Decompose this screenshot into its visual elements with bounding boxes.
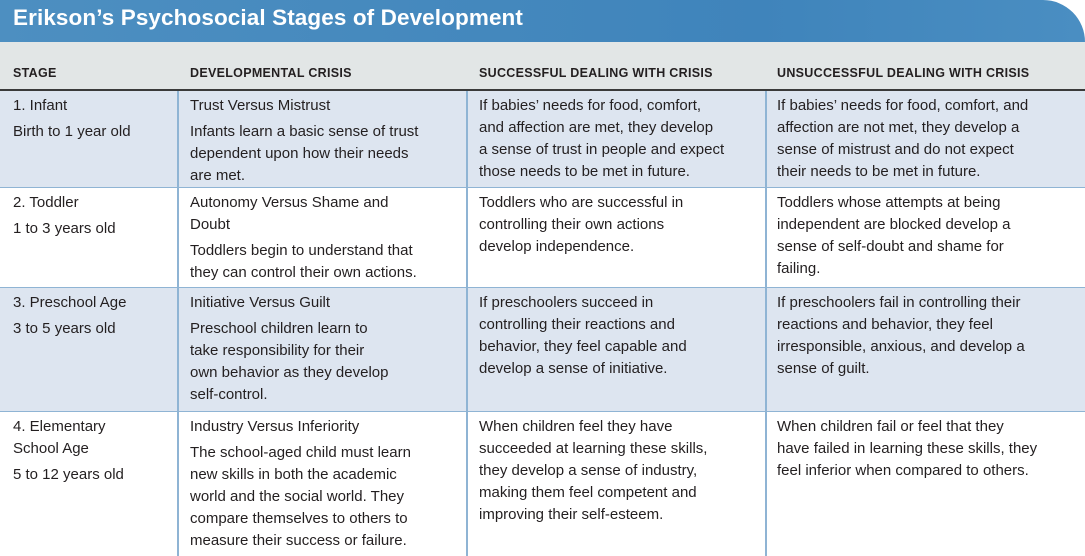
- failure-line: irresponsible, anxious, and develop a: [777, 338, 1025, 355]
- success-line: a sense of trust in people and expect: [479, 141, 725, 158]
- crisis-desc-line: measure their success or failure.: [190, 532, 407, 549]
- failure-cell: If babies’ needs for food, comfort, and …: [777, 95, 1028, 183]
- failure-cell: If preschoolers fail in controlling thei…: [777, 292, 1025, 380]
- crisis-desc-line: they can control their own actions.: [190, 264, 417, 281]
- stage-age: 5 to 12 years old: [13, 466, 124, 483]
- column-divider: [177, 91, 179, 556]
- table-row: 4. Elementary School Age 5 to 12 years o…: [0, 412, 1085, 556]
- failure-line: sense of mistrust and do not expect: [777, 141, 1014, 158]
- crisis-desc-line: Preschool children learn to: [190, 320, 368, 337]
- failure-line: failing.: [777, 260, 821, 277]
- crisis-name: Doubt: [190, 216, 231, 233]
- title-bar: Erikson’s Psychosocial Stages of Develop…: [0, 0, 1085, 42]
- stage-name: 4. Elementary: [13, 418, 106, 435]
- crisis-desc-line: new skills in both the academic: [190, 466, 397, 483]
- failure-line: independent are blocked develop a: [777, 216, 1011, 233]
- column-divider: [466, 91, 468, 556]
- success-line: improving their self-esteem.: [479, 506, 664, 523]
- success-line: and affection are met, they develop: [479, 119, 714, 136]
- crisis-desc-line: Infants learn a basic sense of trust: [190, 123, 419, 140]
- crisis-desc-line: world and the social world. They: [190, 488, 404, 505]
- failure-line: reactions and behavior, they feel: [777, 316, 993, 333]
- failure-line: feel inferior when compared to others.: [777, 462, 1029, 479]
- header-unsuccessful-dealing: UNSUCCESSFUL DEALING WITH CRISIS: [777, 66, 1030, 80]
- failure-cell: Toddlers whose attempts at being indepen…: [777, 192, 1011, 280]
- stage-age: Birth to 1 year old: [13, 123, 131, 140]
- crisis-desc-line: self-control.: [190, 386, 268, 403]
- crisis-desc-line: Toddlers begin to understand that: [190, 242, 413, 259]
- crisis-desc-line: compare themselves to others to: [190, 510, 408, 527]
- table-row: 1. Infant Birth to 1 year old Trust Vers…: [0, 91, 1085, 188]
- success-cell: Toddlers who are successful in controlli…: [479, 192, 683, 258]
- failure-line: When children fail or feel that they: [777, 418, 1004, 435]
- column-divider: [765, 91, 767, 556]
- table-title: Erikson’s Psychosocial Stages of Develop…: [13, 5, 523, 30]
- crisis-cell: Industry Versus Inferiority The school-a…: [190, 416, 411, 552]
- failure-line: If preschoolers fail in controlling thei…: [777, 294, 1021, 311]
- stage-cell: 2. Toddler 1 to 3 years old: [13, 192, 116, 240]
- success-line: controlling their own actions: [479, 216, 665, 233]
- crisis-desc-line: The school-aged child must learn: [190, 444, 411, 461]
- success-line: develop a sense of initiative.: [479, 360, 668, 377]
- success-line: behavior, they feel capable and: [479, 338, 687, 355]
- stage-name: 3. Preschool Age: [13, 294, 127, 311]
- failure-line: their needs to be met in future.: [777, 163, 981, 180]
- failure-line: sense of self-doubt and shame for: [777, 238, 1004, 255]
- failure-line: affection are not met, they develop a: [777, 119, 1020, 136]
- stage-name: School Age: [13, 440, 89, 457]
- success-line: controlling their reactions and: [479, 316, 675, 333]
- stage-name: 2. Toddler: [13, 194, 79, 211]
- stage-cell: 1. Infant Birth to 1 year old: [13, 95, 131, 143]
- success-line: making them feel competent and: [479, 484, 697, 501]
- success-line: succeeded at learning these skills,: [479, 440, 708, 457]
- success-line: When children feel they have: [479, 418, 673, 435]
- crisis-desc-line: dependent upon how their needs: [190, 145, 409, 162]
- crisis-cell: Autonomy Versus Shame and Doubt Toddlers…: [190, 192, 417, 284]
- crisis-desc-line: take responsibility for their: [190, 342, 365, 359]
- stage-age: 1 to 3 years old: [13, 220, 116, 237]
- crisis-cell: Initiative Versus Guilt Preschool childr…: [190, 292, 388, 406]
- table-header-row: STAGE DEVELOPMENTAL CRISIS SUCCESSFUL DE…: [0, 42, 1085, 89]
- crisis-name: Industry Versus Inferiority: [190, 418, 360, 435]
- failure-line: If babies’ needs for food, comfort, and: [777, 97, 1029, 114]
- stage-name: 1. Infant: [13, 97, 68, 114]
- table-row: 2. Toddler 1 to 3 years old Autonomy Ver…: [0, 188, 1085, 288]
- failure-line: sense of guilt.: [777, 360, 870, 377]
- success-cell: If babies’ needs for food, comfort, and …: [479, 95, 724, 183]
- stage-cell: 3. Preschool Age 3 to 5 years old: [13, 292, 126, 340]
- success-line: If preschoolers succeed in: [479, 294, 654, 311]
- success-line: If babies’ needs for food, comfort,: [479, 97, 702, 114]
- header-stage: STAGE: [13, 66, 57, 80]
- table-row: 3. Preschool Age 3 to 5 years old Initia…: [0, 288, 1085, 412]
- stage-cell: 4. Elementary School Age 5 to 12 years o…: [13, 416, 124, 486]
- header-developmental-crisis: DEVELOPMENTAL CRISIS: [190, 66, 352, 80]
- header-successful-dealing: SUCCESSFUL DEALING WITH CRISIS: [479, 66, 713, 80]
- success-line: Toddlers who are successful in: [479, 194, 684, 211]
- crisis-name: Autonomy Versus Shame and: [190, 194, 389, 211]
- crisis-name: Initiative Versus Guilt: [190, 294, 331, 311]
- success-line: they develop a sense of industry,: [479, 462, 698, 479]
- success-line: those needs to be met in future.: [479, 163, 690, 180]
- crisis-desc-line: own behavior as they develop: [190, 364, 389, 381]
- success-line: develop independence.: [479, 238, 635, 255]
- failure-line: have failed in learning these skills, th…: [777, 440, 1038, 457]
- success-cell: When children feel they have succeeded a…: [479, 416, 707, 526]
- success-cell: If preschoolers succeed in controlling t…: [479, 292, 687, 380]
- header-divider: [0, 89, 1085, 91]
- stage-age: 3 to 5 years old: [13, 320, 116, 337]
- failure-cell: When children fail or feel that they hav…: [777, 416, 1037, 482]
- failure-line: Toddlers whose attempts at being: [777, 194, 1001, 211]
- crisis-name: Trust Versus Mistrust: [190, 97, 331, 114]
- crisis-cell: Trust Versus Mistrust Infants learn a ba…: [190, 95, 418, 187]
- crisis-desc-line: are met.: [190, 167, 246, 184]
